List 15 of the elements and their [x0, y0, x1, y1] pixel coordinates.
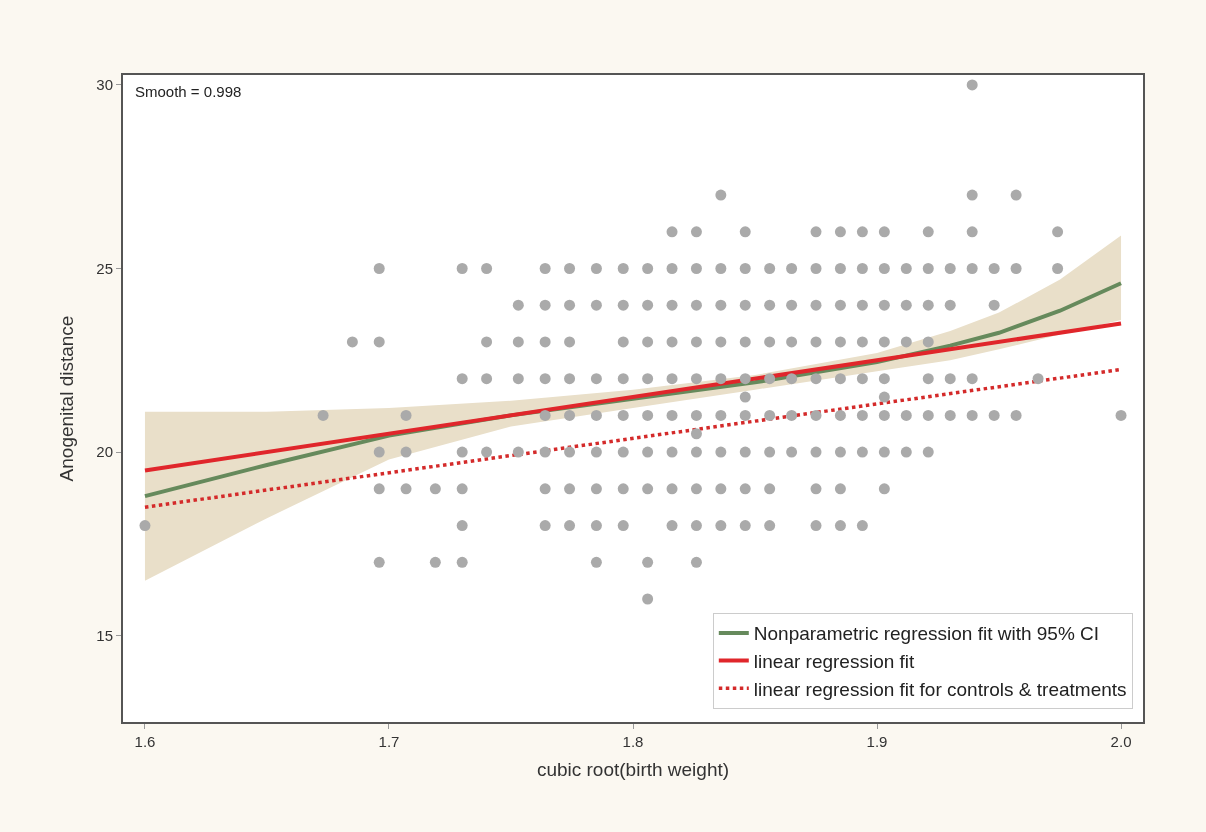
x-tick-label: 1.6	[134, 733, 156, 750]
y-tick-label: 20	[96, 443, 113, 461]
y-tick-label: 15	[96, 626, 113, 644]
legend-label: linear regression fit for controls & treatments	[753, 678, 1127, 700]
y-tick-label: 25	[96, 259, 113, 277]
legend-label: linear regression fit	[753, 651, 916, 673]
annotation: Smooth = 0.998	[135, 83, 242, 100]
legend-label: Nonparametric regression fit with 95% CI	[753, 623, 1100, 645]
x-tick-label: 1.7	[378, 733, 400, 750]
y-tick-label: 30	[96, 76, 113, 94]
x-axis-title: cubic root(birth weight)	[536, 759, 730, 781]
x-tick-label: 1.8	[622, 733, 644, 750]
y-axis-title: Anogenital distance	[55, 315, 77, 482]
x-tick-label: 1.9	[866, 733, 888, 750]
x-tick-label: 2.0	[1110, 733, 1132, 750]
